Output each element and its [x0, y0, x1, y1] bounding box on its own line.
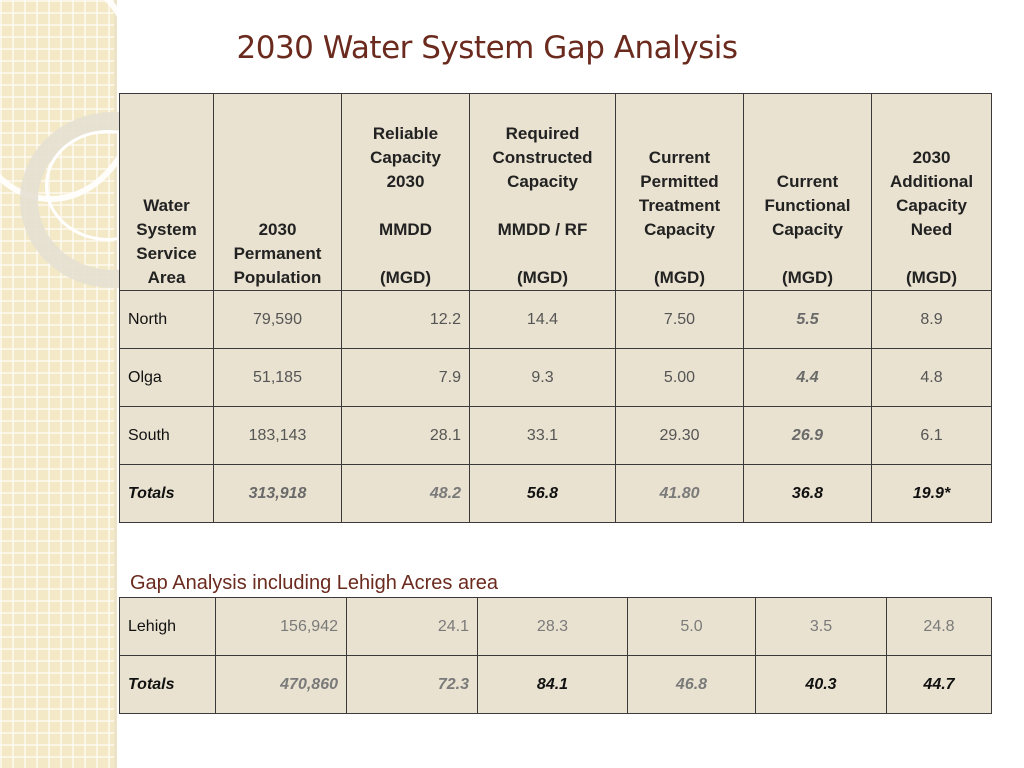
column-header: Current Functional Capacity (MGD) — [743, 93, 872, 291]
gap-analysis-table: Water System Service Area 2030 Permanent Popu… — [119, 93, 992, 523]
reliable-capacity-cell: 7.9 — [341, 348, 470, 407]
population-cell: 79,590 — [213, 290, 342, 349]
required-capacity-total: 56.8 — [469, 464, 616, 523]
area-cell: North — [119, 290, 214, 349]
column-header-line: Service — [136, 244, 197, 263]
column-header-line: Capacity — [370, 148, 441, 167]
column-header: Required Constructed Capacity MMDD / RF (MGD… — [469, 93, 616, 291]
sidebar-edge — [114, 0, 117, 768]
column-header: Water System Service Area — [119, 93, 214, 291]
functional-capacity-cell: 26.9 — [743, 406, 872, 465]
permitted-capacity-cell: 5.00 — [615, 348, 744, 407]
header-spacer — [624, 242, 735, 266]
population-cell: 156,942 — [215, 597, 347, 656]
population-cell: 51,185 — [213, 348, 342, 407]
table-row: Lehigh 156,942 24.1 28.3 5.0 3.5 24.8 — [119, 597, 992, 656]
column-header-line: Need — [910, 220, 953, 239]
reliable-capacity-cell: 28.1 — [341, 406, 470, 465]
column-header-line: Treatment — [638, 196, 721, 215]
table-header-row: Water System Service Area 2030 Permanent Popu… — [119, 93, 992, 291]
column-header-line: 2030 — [386, 172, 425, 191]
slide-title: 2030 Water System Gap Analysis — [236, 30, 738, 66]
population-total: 470,860 — [215, 655, 347, 714]
functional-capacity-cell: 5.5 — [743, 290, 872, 349]
required-capacity-cell: 33.1 — [469, 406, 616, 465]
column-header: 2030 Permanent Population — [213, 93, 342, 291]
header-spacer — [350, 242, 461, 266]
column-header-line: Permanent — [233, 244, 322, 263]
column-header-line: (MGD) — [517, 268, 568, 287]
header-spacer — [752, 242, 863, 266]
area-cell: Lehigh — [119, 597, 216, 656]
totals-row: Totals 470,860 72.3 84.1 46.8 40.3 44.7 — [119, 655, 992, 714]
header-spacer — [478, 194, 607, 218]
column-header-line: Area — [147, 268, 186, 287]
permitted-capacity-cell: 7.50 — [615, 290, 744, 349]
reliable-capacity-total: 72.3 — [346, 655, 478, 714]
totals-label: Totals — [119, 655, 216, 714]
required-capacity-cell: 9.3 — [469, 348, 616, 407]
column-header-line: Capacity — [772, 220, 843, 239]
column-header-line: Constructed — [492, 148, 593, 167]
permitted-capacity-total: 41.80 — [615, 464, 744, 523]
column-header-line: Additional — [889, 172, 974, 191]
required-capacity-cell: 28.3 — [477, 597, 628, 656]
column-header-line: (MGD) — [380, 268, 431, 287]
functional-capacity-total: 36.8 — [743, 464, 872, 523]
additional-need-cell: 24.8 — [886, 597, 992, 656]
required-capacity-cell: 14.4 — [469, 290, 616, 349]
column-header-line: Reliable — [372, 124, 439, 143]
column-header-line: Water — [143, 196, 190, 215]
column-header-line: (MGD) — [782, 268, 833, 287]
column-header-line: Capacity — [507, 172, 578, 191]
column-header-line: Functional — [764, 196, 851, 215]
column-header: Current Permitted Treatment Capacity (MGD) — [615, 93, 744, 291]
column-header-line: Current — [648, 148, 711, 167]
additional-need-cell: 4.8 — [871, 348, 992, 407]
lehigh-gap-table: Lehigh 156,942 24.1 28.3 5.0 3.5 24.8 To… — [119, 597, 992, 714]
area-cell: South — [119, 406, 214, 465]
column-header-line: Current — [776, 172, 839, 191]
additional-need-cell: 8.9 — [871, 290, 992, 349]
permitted-capacity-cell: 29.30 — [615, 406, 744, 465]
column-header-line: 2030 — [258, 220, 297, 239]
column-header-line: (MGD) — [654, 268, 705, 287]
header-spacer — [350, 194, 461, 218]
column-header-line: System — [136, 220, 197, 239]
column-header-line: Capacity — [644, 220, 715, 239]
header-spacer — [478, 242, 607, 266]
column-header-line: Capacity — [896, 196, 967, 215]
functional-capacity-cell: 3.5 — [755, 597, 887, 656]
area-cell: Olga — [119, 348, 214, 407]
column-header: 2030 Additional Capacity Need (MGD) — [871, 93, 992, 291]
column-header-line: Permitted — [640, 172, 719, 191]
column-header-line: Population — [233, 268, 322, 287]
table-row: South 183,143 28.1 33.1 29.30 26.9 6.1 — [119, 406, 992, 465]
lehigh-section-title: Gap Analysis including Lehigh Acres area — [130, 572, 499, 594]
column-header-line: (MGD) — [906, 268, 957, 287]
permitted-capacity-total: 46.8 — [627, 655, 756, 714]
additional-need-total: 44.7 — [886, 655, 992, 714]
totals-row: Totals 313,918 48.2 56.8 41.80 36.8 19.9… — [119, 464, 992, 523]
column-header-line: MMDD — [379, 220, 432, 239]
required-capacity-total: 84.1 — [477, 655, 628, 714]
reliable-capacity-total: 48.2 — [341, 464, 470, 523]
reliable-capacity-cell: 12.2 — [341, 290, 470, 349]
header-spacer — [880, 242, 983, 266]
column-header-line: 2030 — [912, 148, 951, 167]
population-total: 313,918 — [213, 464, 342, 523]
column-header: Reliable Capacity 2030 MMDD (MGD) — [341, 93, 470, 291]
table-row: North 79,590 12.2 14.4 7.50 5.5 8.9 — [119, 290, 992, 349]
functional-capacity-total: 40.3 — [755, 655, 887, 714]
population-cell: 183,143 — [213, 406, 342, 465]
totals-label: Totals — [119, 464, 214, 523]
reliable-capacity-cell: 24.1 — [346, 597, 478, 656]
additional-need-cell: 6.1 — [871, 406, 992, 465]
permitted-capacity-cell: 5.0 — [627, 597, 756, 656]
column-header-line: Required — [505, 124, 580, 143]
column-header-line: MMDD / RF — [497, 220, 588, 239]
table-row: Olga 51,185 7.9 9.3 5.00 4.4 4.8 — [119, 348, 992, 407]
additional-need-total: 19.9* — [871, 464, 992, 523]
functional-capacity-cell: 4.4 — [743, 348, 872, 407]
